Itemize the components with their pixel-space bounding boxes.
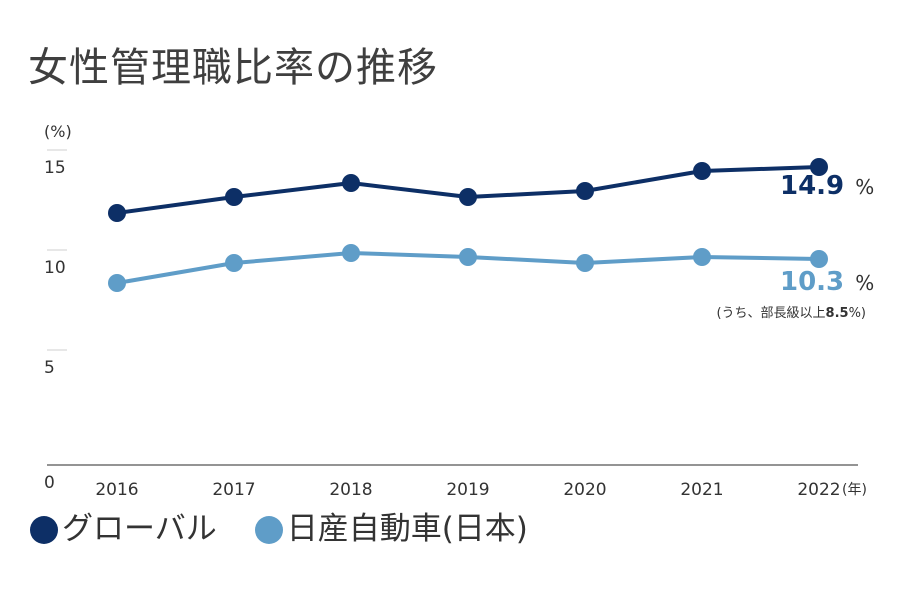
note-prefix: (うち、部長級以上 [716,306,825,321]
series-1-point-2020 [576,254,594,272]
japan-callout: 10.3 % [780,267,874,297]
legend-label-global: グローバル [62,511,217,547]
x-tick-label-2016: 2016 [95,480,138,500]
legend-marker-global [30,515,58,544]
series-0-point-2020 [576,182,594,200]
x-tick-label-2020: 2020 [563,480,606,500]
series-0-point-2021 [693,162,711,180]
japan-callout-value: 10.3 [780,267,844,297]
x-tick-label-2022: 2022 [797,480,840,500]
series-1-point-2019 [459,248,477,266]
global-callout: 14.9 % [780,171,874,201]
legend-marker-japan [254,515,283,544]
legend-label-japan: 日産自動車(日本) [286,511,528,547]
series-0-point-2019 [459,188,477,206]
series-1-point-2021 [693,248,711,266]
series-points [108,158,828,292]
series-1-point-2022 [810,250,828,268]
x-tick-labels: 2016 2017 2018 2019 2020 2021 2022 [95,480,840,500]
series-0-point-2017 [225,188,243,206]
y-tick-label-5: 5 [44,358,55,378]
global-callout-percent: % [855,175,874,199]
y-tick-label-0: 0 [44,473,55,493]
note-suffix: %) [849,306,866,321]
japan-callout-percent: % [855,271,874,295]
x-tick-label-2021: 2021 [680,480,723,500]
legend-item-global: グローバル [30,514,217,545]
japan-callout-note: (うち、部長級以上8.5%) [716,306,866,321]
legend: グローバル 日産自動車(日本) [30,514,566,545]
series-0-point-2016 [108,204,126,222]
y-tick-label-15: 15 [44,158,66,178]
y-tick-labels: 0 5 10 15 [44,158,66,493]
x-tick-label-2017: 2017 [212,480,255,500]
x-axis-unit: (年) [842,482,867,498]
y-axis-unit: (%) [44,122,72,141]
x-tick-label-2019: 2019 [446,480,489,500]
series-1-point-2017 [225,254,243,272]
legend-item-japan: 日産自動車(日本) [254,511,528,547]
global-callout-value: 14.9 [780,171,844,201]
note-value: 8.5 [826,306,849,321]
x-tick-label-2018: 2018 [329,480,372,500]
series-1-point-2016 [108,274,126,292]
series-0-point-2022 [810,158,828,176]
chart-title: 女性管理職比率の推移 [28,45,438,91]
y-tick-label-10: 10 [44,258,66,278]
series-0-point-2018 [342,174,360,192]
grid [47,149,67,351]
series-1-point-2018 [342,244,360,262]
